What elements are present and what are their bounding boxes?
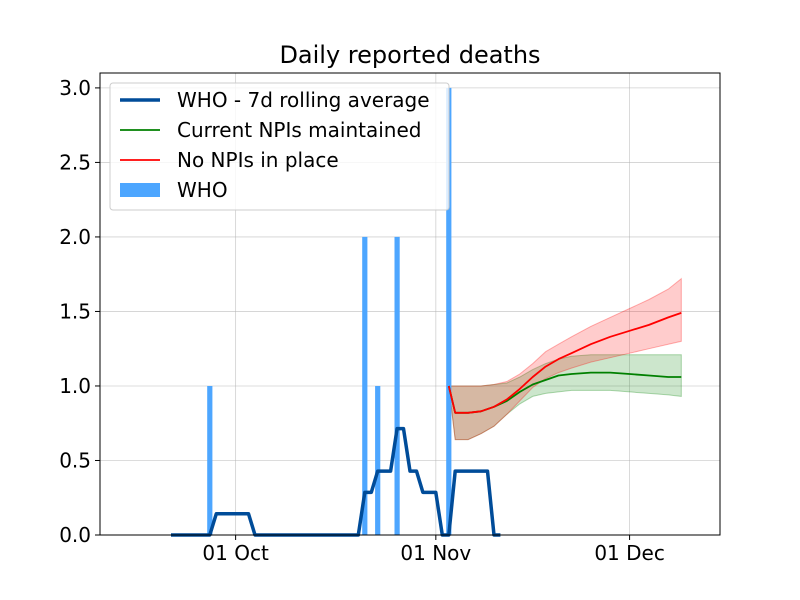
y-tick-label: 0.5 [59, 448, 91, 472]
y-tick-label: 0.0 [59, 523, 91, 547]
bar-who [375, 386, 381, 535]
x-tick-label: 01 Oct [202, 541, 269, 565]
series-lines [171, 312, 682, 537]
series-line-0 [171, 426, 501, 537]
tick-labels: 0.0 0.5 1.0 1.5 2.0 2.5 3.0 01 Oct 01 Nov 01 Dec [59, 76, 665, 565]
y-tick-label: 2.0 [59, 225, 91, 249]
bar-who [207, 386, 213, 535]
legend-label: No NPIs in place [177, 148, 339, 172]
legend-swatch-patch [120, 183, 160, 197]
series-line-2 [447, 312, 682, 414]
axes-frame [99, 72, 721, 536]
legend: WHO - 7d rolling average Current NPIs mai… [109, 82, 450, 211]
bar-who [446, 87, 452, 536]
y-tick-label: 1.5 [59, 299, 91, 323]
x-tick-label: 01 Nov [400, 541, 471, 565]
legend-label: WHO [177, 178, 228, 202]
legend-box [109, 82, 450, 211]
x-tick-label: 01 Dec [594, 541, 665, 565]
y-tick-label: 2.5 [59, 150, 91, 174]
axes [95, 72, 721, 540]
legend-label: WHO - 7d rolling average [177, 88, 430, 112]
chart-title: Daily reported deaths [279, 41, 540, 69]
series-band-1 [448, 354, 682, 441]
y-tick-label: 3.0 [59, 76, 91, 100]
bar-who [362, 236, 368, 535]
bar-who [394, 236, 400, 535]
legend-label: Current NPIs maintained [177, 118, 421, 142]
y-tick-label: 1.0 [59, 374, 91, 398]
bars [207, 87, 452, 536]
